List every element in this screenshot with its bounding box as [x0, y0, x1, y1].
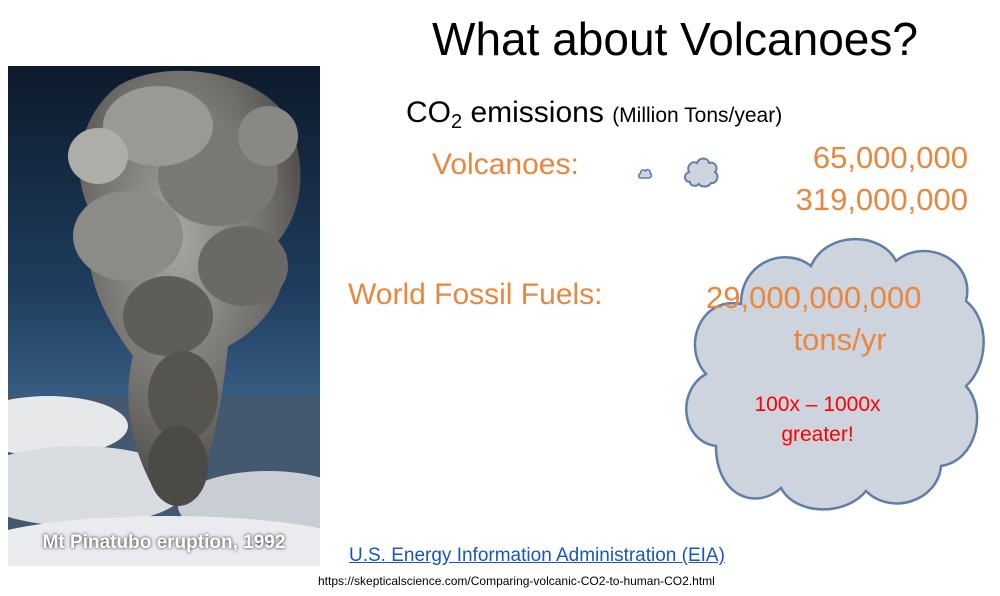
fossil-fuels-units: tons/yr	[793, 322, 887, 357]
photo-caption: Mt Pinatubo eruption, 1992	[42, 532, 286, 553]
units-label: (Million Tons/year)	[612, 104, 783, 127]
comparison-callout: 100x – 1000x greater!	[700, 390, 935, 450]
eruption-photo: Mt Pinatubo eruption, 1992	[8, 66, 320, 566]
fossil-fuels-label: World Fossil Fuels:	[348, 278, 603, 311]
comparison-line-1: 100x – 1000x	[754, 393, 881, 416]
co2-prefix: CO	[406, 96, 451, 129]
source-url: https://skepticalscience.com/Comparing-v…	[318, 574, 715, 588]
eia-source-link[interactable]: U.S. Energy Information Administration (…	[349, 545, 725, 566]
volcanoes-low-value: 65,000,000	[812, 140, 968, 175]
large-cloud-icon	[685, 237, 985, 511]
volcanoes-high-value: 319,000,000	[795, 182, 968, 217]
volcanoes-label: Volcanoes:	[432, 148, 579, 181]
co2-suffix: emissions	[462, 96, 604, 129]
slide-title: What about Volcanoes?	[432, 13, 918, 65]
medium-cloud-icon	[684, 157, 719, 188]
comparison-line-2: greater!	[781, 423, 854, 446]
co2-heading: CO2 emissions (Million Tons/year)	[406, 96, 782, 134]
small-cloud-icon	[637, 168, 653, 179]
eruption-illustration	[8, 66, 320, 566]
fossil-fuels-value: 29,000,000,000	[706, 280, 922, 315]
co2-subscript: 2	[451, 111, 463, 133]
